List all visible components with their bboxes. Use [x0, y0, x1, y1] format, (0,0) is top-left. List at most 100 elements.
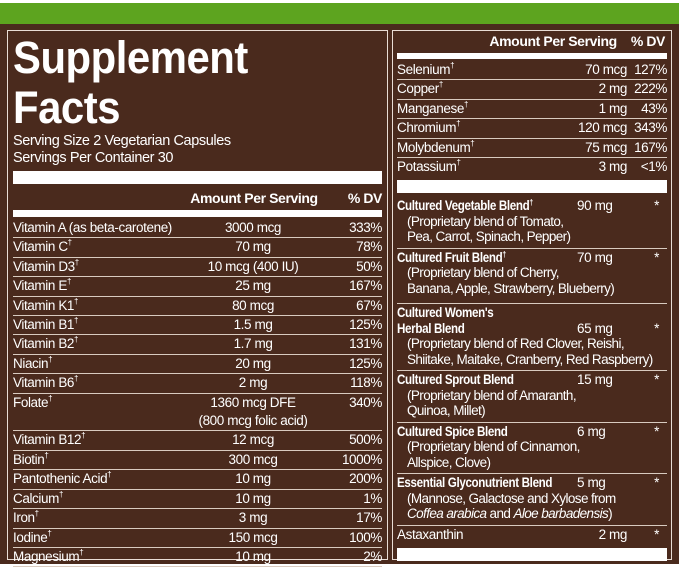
amount-value: 10 mg: [235, 548, 271, 564]
table-row: Folate† 1360 mcg DFE (800 mcg folic acid) 3…: [13, 394, 382, 432]
daily-value: 131%: [349, 336, 382, 352]
amount-value: 120 mcg: [578, 120, 627, 136]
dagger-mark: †: [48, 354, 53, 364]
nutrient-label: Copper: [397, 81, 439, 97]
blend-description: (Proprietary blend of Cherry,: [407, 265, 560, 281]
dagger-mark: †: [450, 61, 455, 70]
blend-list: Cultured Vegetable Blend† 90 mg * (Propriet…: [397, 197, 667, 526]
amount-value: 15 mg: [235, 568, 271, 584]
table-row: Potassium† 3 mg <1%: [397, 158, 667, 176]
blend-label: Herbal Blend: [397, 320, 465, 336]
nutrient-name: Vitamin D3†: [13, 258, 183, 276]
blend-description: (Proprietary blend of Cinnamon,: [407, 439, 580, 455]
blend-dv: *: [654, 423, 659, 439]
amount: 25 mg: [183, 277, 323, 295]
species-name: Coffea arabica: [407, 506, 487, 522]
dagger-mark: †: [44, 450, 49, 460]
dagger-mark: †: [66, 277, 71, 287]
dagger-mark: †: [67, 238, 72, 248]
dagger-mark: †: [456, 119, 461, 129]
amount: 150 mcg: [183, 529, 323, 547]
blend-label-wrap: Cultured Fruit Blend†: [397, 250, 506, 266]
daily-value: <1%: [640, 159, 668, 175]
amount-value: 10 mg: [235, 490, 271, 506]
nutrient-label: Chromium: [397, 120, 457, 136]
blend-name: Cultured Sprout Blend: [397, 372, 577, 388]
servings-per-container: Servings Per Container 30: [13, 150, 174, 166]
table-row: Iodine† 150 mcg 100%: [13, 529, 382, 548]
amount: 20 mg: [183, 355, 323, 373]
table-row: Molybdenum† 75 mcg 167%: [397, 139, 667, 159]
amount: 3000 mcg: [183, 219, 323, 237]
blend-description: Banana, Apple, Strawberry, Blueberry): [407, 280, 615, 296]
blend-label: Cultured Vegetable Blend: [397, 198, 530, 214]
nutrient-label: Vitamin A (as beta-carotene): [13, 220, 172, 235]
amount-value: 1360 mcg DFE: [210, 394, 296, 410]
nutrient-label: Potassium: [397, 159, 457, 175]
daily-value: 17%: [356, 510, 382, 526]
dagger-mark: †: [74, 296, 79, 306]
blend-description: Coffea arabica and Aloe barbadensis): [397, 506, 667, 522]
blend-label: Cultured Women's: [397, 305, 494, 321]
amount-value: 20 mg: [235, 355, 271, 371]
astaxanthin-name: Astaxanthin: [397, 526, 464, 542]
blend-dv: *: [654, 475, 659, 491]
nutrient-name: Copper†: [397, 80, 567, 98]
blend-dv: *: [654, 320, 659, 336]
blend-name: Essential Glyconutrient Blend: [397, 475, 577, 491]
blend-title: Cultured Fruit Blend† 70 mg *: [397, 250, 667, 266]
blend-item: Cultured Spice Blend 6 mg * (Proprietary bl…: [397, 423, 667, 475]
table-row: Vitamin K1† 80 mcg 67%: [13, 296, 382, 317]
table-row: Vitamin E† 25 mg 167%: [13, 277, 382, 297]
daily-value: 1000%: [341, 451, 382, 467]
nutrient-label: Magnesium: [13, 548, 80, 564]
amount-value: 80 mcg: [232, 297, 274, 313]
daily-value: 125%: [349, 355, 382, 371]
nutrient-name: Folate†: [13, 394, 183, 431]
nutrient-name: Calcium†: [13, 490, 183, 508]
amount-value: 3 mg: [598, 159, 628, 175]
blend-title: Cultured Sprout Blend 15 mg *: [397, 372, 667, 388]
nutrient-label: Vitamin E: [13, 278, 67, 294]
table-row: Selenium† 70 mcg 127%: [397, 61, 667, 81]
nutrient-name: Vitamin A (as beta-carotene): [13, 219, 183, 237]
nutrient-label: Niacin: [13, 355, 49, 371]
dagger-mark: †: [529, 198, 533, 208]
table-row: Pantothenic Acid† 10 mg 200%: [13, 470, 382, 490]
nutrient-label: Vitamin B6: [13, 375, 75, 391]
table-row: Zinc† 15 mg 136%: [13, 567, 382, 585]
nutrient-label: Manganese: [397, 100, 464, 116]
dagger-mark: †: [81, 431, 86, 441]
nutrient-name: Vitamin E†: [13, 277, 183, 295]
nutrient-name: Iron†: [13, 509, 183, 527]
nutrient-name: Chromium†: [397, 119, 567, 137]
blend-label: Cultured Fruit Blend: [397, 249, 503, 265]
page-title: Supplement Facts: [13, 32, 248, 133]
blend-amount: 5 mg: [577, 475, 606, 491]
amount-value: 1 mg: [598, 100, 628, 116]
dagger-mark: †: [58, 489, 64, 499]
amount: 120 mcg: [567, 119, 627, 137]
column-header: Amount Per Serving % DV: [397, 31, 667, 51]
astaxanthin-dv: *: [654, 526, 659, 542]
dagger-mark: †: [74, 257, 79, 267]
table-row: Copper† 2 mg 222%: [397, 80, 667, 100]
blend-title: Cultured Spice Blend 6 mg *: [397, 424, 667, 440]
amount: 1 mg: [567, 100, 628, 118]
mineral-table: Selenium† 70 mcg 127% Copper† 2 mg 222% Mangan…: [397, 61, 667, 176]
daily-value: 78%: [356, 239, 382, 255]
amount-header: Amount Per Serving: [190, 190, 318, 206]
nutrient-label: Zinc: [13, 568, 37, 584]
divider-bar: [13, 171, 382, 184]
dagger-mark: †: [48, 393, 53, 403]
blend-item: Cultured Vegetable Blend† 90 mg * (Propriet…: [397, 197, 667, 249]
nutrient-label: Vitamin B2: [13, 336, 75, 352]
blend-dv: *: [654, 249, 659, 265]
daily-value: 343%: [634, 120, 667, 136]
amount: 2 mg: [567, 80, 628, 98]
left-panel: Supplement Facts Serving Size 2 Vegetari…: [7, 30, 388, 583]
amount-value: 70 mg: [235, 239, 271, 255]
nutrient-label: Molybdenum: [397, 139, 471, 155]
nutrient-name: Vitamin B2†: [13, 335, 183, 353]
table-row: Calcium† 10 mg 1%: [13, 490, 382, 510]
